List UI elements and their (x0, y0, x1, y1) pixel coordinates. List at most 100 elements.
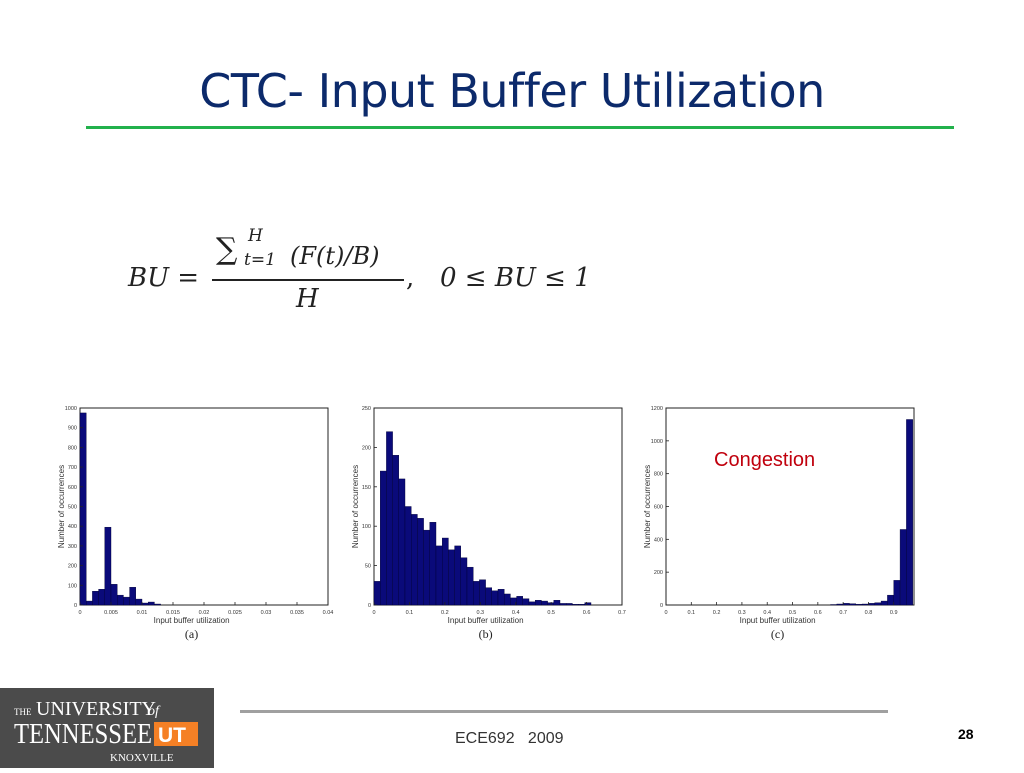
bar-b-11 (442, 538, 448, 605)
bar-b-27 (541, 601, 547, 605)
x-tick-label-c-8: 0.8 (865, 610, 873, 616)
bar-a-5 (111, 584, 117, 605)
y-tick-label-a-7: 700 (68, 465, 77, 471)
caption-b: (b) (479, 627, 493, 641)
x-tick-label-b-6: 0.6 (583, 610, 591, 616)
formula-denominator: H (296, 284, 319, 314)
bar-a-12 (154, 604, 160, 605)
x-tick-label-b-7: 0.7 (618, 610, 626, 616)
ut-logo-svg: THE UNIVERSITY of TENNESSEE UT KNOXVILLE (0, 688, 214, 768)
formula-sum-symbol: ∑ (216, 232, 237, 267)
y-tick-label-c-3: 600 (654, 505, 663, 511)
y-tick-label-c-5: 1000 (651, 439, 663, 445)
formula-sum-upper: H (248, 226, 263, 246)
bar-b-5 (405, 507, 411, 606)
bar-b-34 (585, 603, 591, 605)
y-tick-label-a-4: 400 (68, 524, 77, 530)
footer-course: ECE692 2009 (455, 730, 564, 748)
y-axis-label-b: Number of occurrences (351, 465, 360, 548)
logo-tennessee: TENNESSEE (14, 719, 152, 750)
formula-fraction-bar (212, 279, 404, 281)
bar-b-1 (380, 471, 386, 605)
x-tick-label-c-2: 0.2 (713, 610, 721, 616)
x-tick-label-b-5: 0.5 (547, 610, 555, 616)
bar-b-16 (473, 581, 479, 605)
x-tick-label-c-9: 0.9 (890, 610, 898, 616)
y-tick-label-a-9: 900 (68, 426, 77, 432)
bar-c-7 (875, 603, 881, 605)
bar-b-32 (572, 604, 578, 605)
x-tick-label-c-1: 0.1 (687, 610, 695, 616)
bar-c-3 (849, 604, 855, 605)
bar-c-5 (862, 604, 868, 605)
logo-university: UNIVERSITY (36, 698, 156, 720)
bar-b-24 (523, 599, 529, 605)
bar-b-10 (436, 546, 442, 605)
bar-b-7 (417, 518, 423, 605)
y-tick-label-b-1: 50 (365, 564, 371, 570)
congestion-annotation: Congestion (714, 449, 815, 472)
x-axis-label-c: Input buffer utilization (740, 616, 816, 625)
x-tick-label-c-0: 0 (664, 610, 667, 616)
y-tick-label-a-1: 100 (68, 583, 77, 589)
y-tick-label-a-5: 500 (68, 505, 77, 511)
university-logo: THE UNIVERSITY of TENNESSEE UT KNOXVILLE (0, 688, 214, 768)
logo-knoxville: KNOXVILLE (110, 752, 174, 764)
bar-c-8 (881, 601, 887, 605)
formula-sum-lower: t=1 (244, 250, 276, 270)
bar-c-9 (887, 595, 893, 605)
y-tick-label-c-0: 0 (660, 603, 663, 609)
bar-b-12 (448, 550, 454, 605)
y-tick-label-a-8: 800 (68, 445, 77, 451)
bar-b-26 (535, 600, 541, 605)
buffer-utilization-formula: BU = ∑ H t=1 (F(t)/B) H , 0 ≤ BU ≤ 1 (128, 236, 608, 316)
x-tick-label-b-0: 0 (372, 610, 375, 616)
bar-b-0 (374, 581, 380, 605)
bar-b-14 (461, 558, 467, 605)
bar-b-17 (479, 580, 485, 605)
formula-constraint: 0 ≤ BU ≤ 1 (440, 263, 591, 293)
bar-b-6 (411, 514, 417, 605)
bar-c-6 (868, 603, 874, 605)
bar-a-11 (148, 602, 154, 605)
x-tick-label-a-5: 0.025 (228, 610, 242, 616)
x-axis-label-b: Input buffer utilization (448, 616, 524, 625)
bar-b-33 (579, 604, 585, 605)
bar-b-25 (529, 602, 535, 605)
bar-a-10 (142, 603, 148, 605)
title-underline (86, 126, 954, 129)
x-tick-label-a-7: 0.035 (290, 610, 304, 616)
page-number: 28 (958, 726, 974, 742)
formula-lhs: BU = (128, 263, 199, 293)
bar-b-23 (517, 596, 523, 605)
y-tick-label-a-0: 0 (74, 603, 77, 609)
bar-b-20 (498, 589, 504, 605)
footer-divider (240, 710, 888, 713)
bar-b-2 (386, 432, 392, 605)
bar-c-4 (856, 604, 862, 605)
x-tick-label-a-0: 0 (78, 610, 81, 616)
bar-b-29 (554, 600, 560, 605)
y-axis-label-a: Number of occurrences (57, 465, 66, 548)
bar-b-30 (560, 603, 566, 605)
bar-c-12 (906, 419, 912, 605)
y-tick-label-b-5: 250 (362, 406, 371, 412)
bar-a-1 (86, 601, 92, 605)
y-tick-label-a-2: 200 (68, 564, 77, 570)
bar-a-0 (80, 413, 86, 605)
bar-a-7 (123, 597, 129, 605)
bar-b-18 (486, 588, 492, 605)
y-tick-label-c-1: 200 (654, 570, 663, 576)
bar-b-4 (399, 479, 405, 605)
logo-the: THE (14, 707, 32, 717)
x-axis-label-a: Input buffer utilization (154, 616, 230, 625)
formula-comma: , (406, 263, 414, 293)
bar-b-9 (430, 522, 436, 605)
bar-c-11 (900, 529, 906, 605)
x-tick-label-a-6: 0.03 (261, 610, 272, 616)
x-tick-label-c-7: 0.7 (839, 610, 847, 616)
